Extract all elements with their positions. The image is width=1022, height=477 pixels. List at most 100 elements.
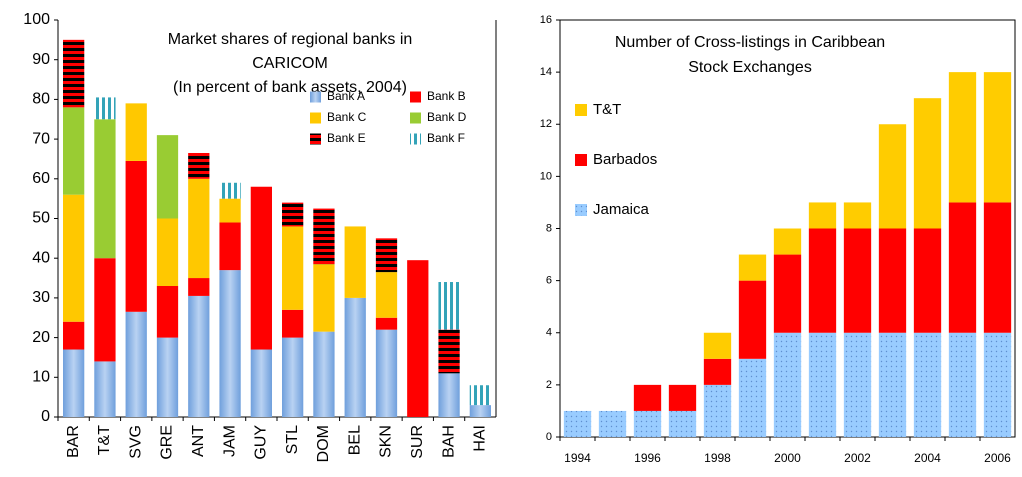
bar-segment xyxy=(668,384,697,411)
legend-swatch xyxy=(310,112,321,124)
legend-swatch xyxy=(410,112,421,124)
legend-swatch xyxy=(310,133,321,145)
x-tick-label: STL xyxy=(284,425,301,454)
y-tick-label: 70 xyxy=(32,130,50,147)
bar-segment xyxy=(878,228,907,333)
bar-segment xyxy=(282,202,304,227)
bar-segment xyxy=(633,410,662,437)
y-tick-label: 6 xyxy=(546,275,552,287)
x-tick-label: 2000 xyxy=(774,451,801,465)
bar-segment xyxy=(313,264,335,332)
x-tick-label: BAH xyxy=(440,425,457,458)
x-tick-label: BEL xyxy=(346,425,363,455)
x-tick-label: 1998 xyxy=(704,451,731,465)
legend-label: Bank B xyxy=(427,89,466,103)
legend-swatch xyxy=(575,154,587,166)
legend-swatch xyxy=(410,91,421,103)
bar-segment xyxy=(668,410,697,437)
bar-segment xyxy=(156,135,179,219)
bar-segment xyxy=(282,337,304,417)
bar-segment xyxy=(125,311,147,417)
x-tick-label: 2002 xyxy=(844,451,871,465)
y-tick-label: 80 xyxy=(32,91,50,108)
bar-segment xyxy=(219,182,241,199)
bar-segment xyxy=(878,332,907,437)
bar-segment xyxy=(878,124,907,229)
legend-label: Jamaica xyxy=(593,201,650,218)
y-tick-label: 4 xyxy=(546,327,552,339)
legend-label: Bank C xyxy=(327,110,367,124)
bar-segment xyxy=(63,321,85,350)
bar-segment xyxy=(808,332,837,437)
x-tick-label: SKN xyxy=(378,425,395,458)
legend-label: Bank E xyxy=(327,131,366,145)
y-tick-label: 8 xyxy=(546,222,552,234)
bar-segment xyxy=(344,297,366,417)
chart-title: CARICOM xyxy=(252,55,328,72)
bar-segment xyxy=(843,228,872,333)
bar-segment xyxy=(407,260,429,417)
bar-segment xyxy=(913,228,942,333)
legend-swatch xyxy=(310,91,321,103)
bar-segment xyxy=(156,285,179,338)
bar-segment xyxy=(983,202,1012,333)
bar-segment xyxy=(983,72,1012,203)
x-tick-label: T&T xyxy=(96,425,113,455)
y-tick-label: 10 xyxy=(540,170,552,182)
bar-segment xyxy=(156,337,179,417)
y-tick-label: 100 xyxy=(23,11,50,28)
bar-segment xyxy=(63,39,85,108)
legend-swatch xyxy=(575,104,587,116)
x-tick-label: ANT xyxy=(190,425,207,457)
bar-segment xyxy=(156,218,179,286)
bar-segment xyxy=(375,272,398,318)
bar-segment xyxy=(63,349,85,417)
bar-segment xyxy=(219,270,241,417)
bar-segment xyxy=(250,349,272,417)
bar-segment xyxy=(438,329,460,374)
y-tick-label: 90 xyxy=(32,51,50,68)
y-tick-label: 10 xyxy=(32,369,50,386)
bar-segment xyxy=(438,282,460,330)
x-tick-label: BAR xyxy=(65,425,82,458)
bar-segment xyxy=(438,373,460,417)
legend-label: Barbados xyxy=(593,151,657,168)
x-tick-label: GUY xyxy=(253,425,270,460)
bar-segment xyxy=(375,238,398,273)
legend-swatch xyxy=(575,204,587,216)
bar-segment xyxy=(948,72,977,203)
bar-segment xyxy=(948,202,977,333)
x-tick-label: GRE xyxy=(159,425,176,460)
bar-segment xyxy=(282,309,304,338)
bar-segment xyxy=(375,329,398,417)
x-tick-label: DOM xyxy=(315,425,332,462)
bar-segment xyxy=(219,222,241,271)
bar-segment xyxy=(703,384,732,437)
chart-title: Market shares of regional banks in xyxy=(168,31,413,48)
bar-segment xyxy=(773,332,802,437)
chart-title: (In percent of bank assets, 2004) xyxy=(173,79,407,96)
y-tick-label: 40 xyxy=(32,249,50,266)
y-tick-label: 16 xyxy=(540,14,552,26)
bar-segment xyxy=(250,186,272,350)
legend-swatch xyxy=(410,133,421,145)
bar-segment xyxy=(313,208,335,265)
y-tick-label: 0 xyxy=(546,431,552,443)
y-tick-label: 20 xyxy=(32,329,50,346)
x-tick-label: SUR xyxy=(409,425,426,459)
bar-segment xyxy=(469,385,491,406)
y-tick-label: 50 xyxy=(32,210,50,227)
x-tick-label: 1994 xyxy=(564,451,591,465)
bar-segment xyxy=(219,198,241,223)
bar-segment xyxy=(948,332,977,437)
y-tick-label: 30 xyxy=(32,289,50,306)
bar-segment xyxy=(282,226,304,310)
bar-segment xyxy=(738,358,767,437)
bar-segment xyxy=(94,258,116,362)
bar-segment xyxy=(63,107,85,195)
bar-segment xyxy=(633,384,662,411)
bar-segment xyxy=(125,103,147,161)
bar-segment xyxy=(738,280,767,359)
legend-label: Bank A xyxy=(327,89,365,103)
